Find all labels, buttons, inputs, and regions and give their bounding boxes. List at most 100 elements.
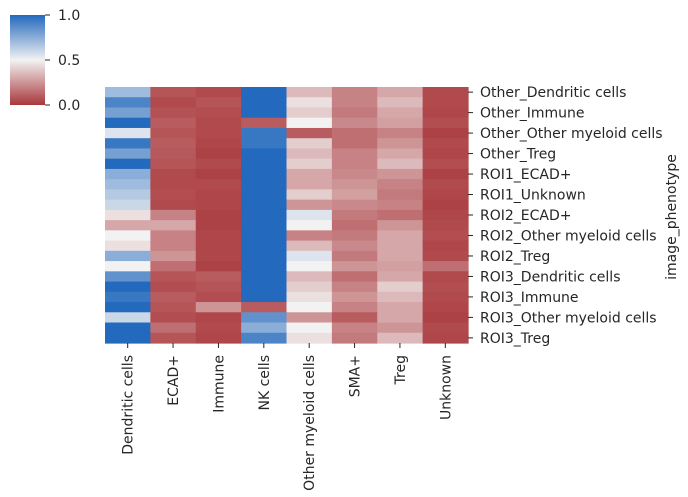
heatmap-cell: [150, 97, 197, 109]
heatmap-cell: [286, 148, 333, 160]
heatmap-cell: [150, 240, 197, 252]
heatmap-cell: [422, 312, 469, 324]
heatmap-cell: [331, 209, 378, 221]
heatmap-cell: [331, 127, 378, 139]
colorbar-tick-label: 0.0: [58, 98, 80, 114]
heatmap-cell: [377, 107, 424, 119]
heatmap-cell: [422, 179, 469, 190]
heatmap-cell: [195, 332, 242, 344]
heatmap-cell: [150, 117, 197, 129]
heatmap-cell: [195, 199, 242, 211]
y-tick-label: ROI3_Dendritic cells: [480, 269, 621, 285]
heatmap-cell: [377, 189, 424, 201]
heatmap-cell: [105, 117, 151, 129]
heatmap-cell: [331, 117, 378, 129]
heatmap-cell: [286, 322, 333, 334]
heatmap-cell: [422, 271, 469, 283]
heatmap-cell: [422, 240, 469, 252]
heatmap-cell: [105, 97, 151, 109]
heatmap-cell: [195, 250, 242, 262]
y-tick-label: ROI3_Treg: [480, 331, 550, 347]
y-tick-label: Other_Other myeloid cells: [480, 126, 663, 142]
heatmap-cell: [241, 271, 288, 283]
x-tick-label: Unknown: [438, 355, 454, 420]
heatmap-cell: [422, 322, 469, 334]
heatmap-cell: [105, 250, 151, 262]
heatmap-cell: [422, 87, 469, 98]
heatmap-cell: [195, 148, 242, 160]
colorbar-tick-label: 1.0: [58, 8, 80, 24]
heatmap-cell: [195, 87, 242, 98]
heatmap-cell: [150, 302, 197, 313]
heatmap-cell: [422, 148, 469, 160]
heatmap-cell: [422, 97, 469, 109]
heatmap-cell: [422, 291, 469, 303]
heatmap-cell: [286, 127, 333, 139]
y-tick-label: ROI1_ECAD+: [480, 167, 572, 183]
heatmap-cell: [105, 168, 151, 180]
heatmap-cell: [377, 117, 424, 129]
heatmap-cell: [331, 148, 378, 160]
heatmap-cell: [150, 281, 197, 293]
heatmap-cell: [195, 291, 242, 303]
heatmap-cell: [241, 302, 288, 313]
heatmap-cell: [195, 230, 242, 242]
heatmap-cell: [286, 199, 333, 211]
heatmap-cell: [105, 148, 151, 160]
heatmap-cell: [105, 332, 151, 344]
heatmap-cell: [331, 230, 378, 242]
heatmap-cell: [105, 281, 151, 293]
heatmap-cell: [331, 322, 378, 334]
heatmap-cell: [331, 220, 378, 231]
heatmap-cell: [150, 271, 197, 283]
heatmap-cell: [286, 281, 333, 293]
heatmap-cell: [422, 168, 469, 180]
heatmap-cell: [286, 312, 333, 324]
heatmap-cell: [105, 138, 151, 150]
heatmap-cell: [422, 107, 469, 119]
heatmap-cell: [241, 117, 288, 129]
heatmap-cell: [422, 158, 469, 170]
y-tick-label: ROI1_Unknown: [480, 188, 586, 204]
heatmap-cell: [195, 168, 242, 180]
heatmap-cell: [377, 291, 424, 303]
heatmap-cell: [105, 189, 151, 201]
heatmap-cell: [377, 168, 424, 180]
heatmap-cell: [286, 179, 333, 190]
heatmap-cell: [105, 312, 151, 324]
y-axis-label: image_phenotype: [664, 154, 680, 280]
heatmap-cell: [286, 97, 333, 109]
heatmap-cell: [377, 261, 424, 272]
heatmap-cell: [377, 302, 424, 313]
heatmap-cell: [377, 158, 424, 170]
heatmap-cell: [150, 209, 197, 221]
heatmap-cell: [241, 107, 288, 119]
heatmap-cell: [331, 240, 378, 252]
heatmap-cell: [195, 97, 242, 109]
heatmap-cell: [241, 261, 288, 272]
heatmap-cell: [331, 271, 378, 283]
heatmap-cell: [331, 281, 378, 293]
heatmap-cell: [241, 230, 288, 242]
heatmap-cell: [331, 138, 378, 150]
heatmap-cell: [331, 189, 378, 201]
heatmap-cell: [331, 158, 378, 170]
heatmap-cell: [331, 332, 378, 344]
heatmap-cell: [422, 209, 469, 221]
heatmap-cell: [195, 302, 242, 313]
heatmap-cell: [331, 261, 378, 272]
heatmap-cell: [241, 189, 288, 201]
heatmap-cell: [150, 261, 197, 272]
heatmap-cell: [241, 158, 288, 170]
heatmap-cell: [331, 179, 378, 190]
heatmap-cell: [422, 250, 469, 262]
y-tick-label: ROI2_Treg: [480, 249, 550, 265]
heatmap-cell: [150, 148, 197, 160]
heatmap-cell: [241, 138, 288, 150]
heatmap-cell: [286, 158, 333, 170]
x-tick-label: Dendritic cells: [121, 355, 137, 455]
heatmap-cell: [105, 158, 151, 170]
heatmap-cell: [286, 117, 333, 129]
heatmap-cell: [377, 209, 424, 221]
